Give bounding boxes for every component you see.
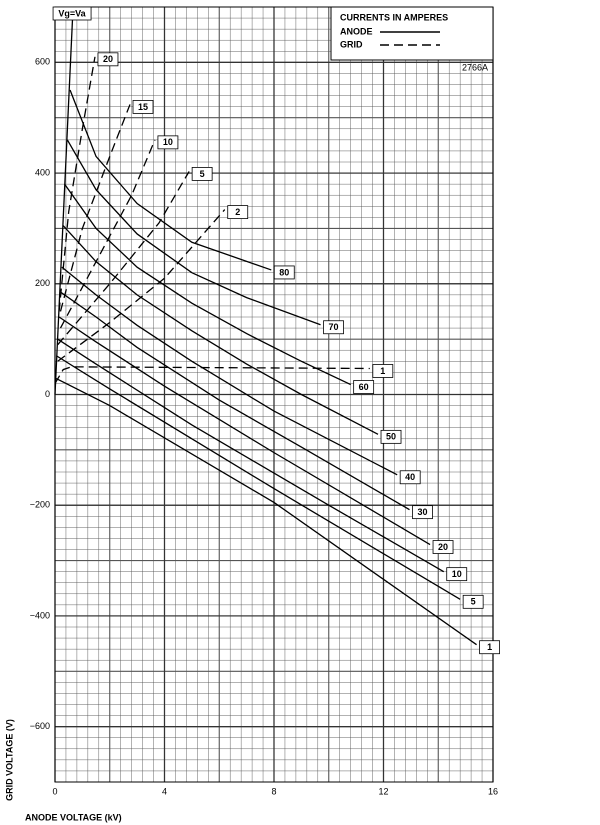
y-tick-label: −400 (30, 610, 50, 620)
legend-box (330, 6, 494, 61)
curve-label: 10 (452, 569, 462, 579)
y-tick-label: 400 (35, 167, 50, 177)
y-axis-label: GRID VOLTAGE (V) (4, 719, 14, 801)
x-tick-label: 16 (488, 786, 498, 796)
curve-label: 5 (471, 597, 476, 607)
legend-title: CURRENTS IN AMPERES (340, 12, 448, 22)
curve (56, 355, 461, 600)
curve-label-box (412, 505, 433, 520)
x-tick-label: 12 (378, 786, 388, 796)
curve-label-box (380, 429, 402, 444)
curve-label-box (372, 364, 394, 378)
legend-label: ANODE (340, 26, 373, 36)
curve-label-box (132, 100, 154, 114)
y-tick-label: −200 (30, 500, 50, 510)
x-tick-label: 4 (162, 786, 167, 796)
curve-label-box (52, 6, 92, 21)
curve-label: 30 (417, 507, 427, 517)
curve-label-box (462, 594, 484, 609)
x-tick-label: 0 (52, 786, 57, 796)
y-tick-label: 200 (35, 278, 50, 288)
curve (64, 183, 351, 386)
legend-label: GRID (340, 39, 363, 49)
curve (54, 6, 74, 395)
curve-label: 80 (279, 267, 289, 277)
curve (61, 266, 398, 476)
curve (69, 89, 272, 271)
curve-label: 2 (235, 207, 240, 217)
curve-label: 70 (329, 322, 339, 332)
curve (57, 338, 445, 573)
curve (54, 366, 370, 384)
y-tick-label: −600 (30, 721, 50, 731)
curve-label: 5 (200, 169, 205, 179)
curve-label: 60 (359, 382, 369, 392)
curve (57, 171, 190, 346)
curve-label-box (227, 205, 249, 220)
curve-label: 20 (438, 542, 448, 552)
curve (59, 139, 156, 329)
curve-label: Vg=Va (58, 8, 86, 18)
y-tick-label: 0 (45, 389, 50, 399)
curve-label: 1 (487, 642, 492, 652)
curve (59, 104, 131, 312)
curve-label-box (157, 135, 179, 150)
curve-label-box (191, 167, 213, 181)
curve (66, 139, 321, 326)
figure-code: 2766A (462, 62, 488, 72)
curve (57, 209, 226, 362)
curve-label-box (97, 52, 119, 67)
curve-label: 40 (405, 472, 415, 482)
curve-label-box (399, 470, 421, 485)
curve-label-box (432, 540, 454, 554)
curve (60, 291, 410, 511)
curve-label-box (323, 320, 344, 335)
curve-label-box (353, 380, 375, 394)
curve-label: 10 (163, 137, 173, 147)
curve-label-box (446, 567, 468, 582)
curve (58, 316, 431, 546)
x-tick-label: 8 (271, 786, 276, 796)
x-axis-label: ANODE VOLTAGE (kV) (25, 812, 122, 822)
curve-label: 20 (103, 54, 113, 64)
curve-label: 50 (386, 432, 396, 442)
curve-label-box (273, 265, 295, 280)
curve (58, 56, 96, 312)
y-tick-label: 600 (35, 57, 50, 67)
curve-label-box (479, 640, 500, 655)
curve-label: 1 (380, 366, 385, 376)
curve (54, 377, 477, 646)
curve-label: 15 (138, 102, 148, 112)
